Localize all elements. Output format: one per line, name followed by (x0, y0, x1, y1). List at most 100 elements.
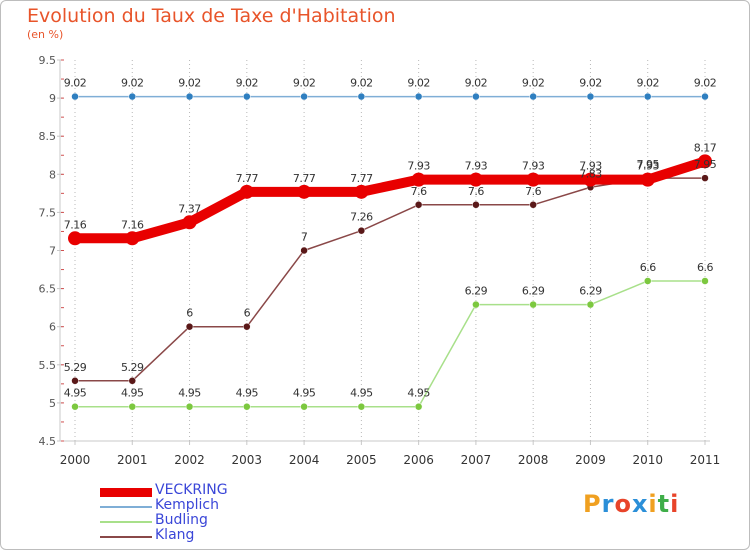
data-label-klang: 7.6 (411, 185, 427, 198)
data-label-klang: 7.95 (636, 158, 659, 171)
data-label-budling: 6.6 (697, 261, 713, 274)
x-tick-label: 2009 (575, 453, 606, 467)
data-label-klang: 6 (186, 307, 193, 320)
point-klang (357, 226, 366, 235)
data-label-budling: 4.95 (407, 387, 430, 400)
data-label-kemplich: 9.02 (694, 77, 717, 90)
data-label-kemplich: 9.02 (579, 77, 602, 90)
point-veckring (468, 172, 483, 187)
logo-letter: r (601, 490, 615, 518)
point-kemplich (472, 92, 480, 101)
data-label-budling: 6.29 (579, 285, 602, 298)
data-label-veckring: 7.16 (121, 218, 144, 231)
data-label-kemplich: 9.02 (636, 77, 659, 90)
data-label-budling: 6.6 (640, 261, 656, 274)
data-label-klang: 7.26 (350, 211, 373, 224)
point-budling (300, 402, 308, 411)
legend-item-klang: Klang (100, 527, 300, 545)
data-label-veckring: 7.93 (407, 160, 430, 173)
data-label-budling: 4.95 (121, 387, 144, 400)
legend-swatch (100, 506, 152, 508)
point-klang (472, 201, 480, 209)
logo-letter: i (648, 490, 658, 518)
grid (74, 60, 706, 441)
point-veckring (354, 184, 369, 199)
logo-letter: t (657, 490, 671, 518)
data-label-veckring: 8.17 (694, 141, 717, 154)
point-klang (243, 322, 251, 331)
proxiti-logo: Proxiti (583, 490, 679, 518)
data-label-kemplich: 9.02 (121, 77, 144, 90)
legend-swatch (100, 521, 152, 523)
y-tick-label: 7.5 (39, 206, 57, 219)
legend-label: Kemplich (155, 497, 219, 513)
data-label-veckring: 7.16 (64, 218, 87, 231)
data-label-budling: 4.95 (350, 387, 373, 400)
y-tick-label: 8 (49, 168, 56, 181)
data-label-kemplich: 9.02 (350, 77, 373, 90)
point-budling (185, 402, 194, 411)
legend-label: VECKRING (155, 482, 228, 498)
point-budling (643, 277, 652, 285)
point-veckring (297, 184, 312, 199)
y-tick-label: 4.5 (39, 435, 57, 448)
data-label-veckring: 7.93 (522, 160, 545, 173)
point-kemplich (701, 92, 709, 101)
y-tick-label: 5 (49, 397, 56, 410)
data-labels: 9.02 9.02 9.02 9.02 9.02 9.02 9.02 9.02 9.02 9.02… (64, 77, 717, 400)
data-label-kemplich: 9.02 (293, 77, 316, 90)
data-label-kemplich: 9.02 (465, 77, 488, 90)
series-line-klang (75, 177, 705, 382)
logo-letter: x (631, 490, 649, 518)
point-veckring (640, 172, 655, 187)
data-label-veckring: 7.77 (293, 172, 316, 185)
point-kemplich (243, 92, 251, 101)
x-tick-label: 2000 (60, 453, 91, 467)
series-line-budling (75, 280, 705, 408)
point-budling (414, 402, 423, 411)
point-veckring (526, 172, 541, 187)
point-kemplich (128, 92, 137, 101)
point-klang (414, 201, 423, 209)
point-klang (701, 174, 709, 182)
data-label-kemplich: 9.02 (178, 77, 201, 90)
point-kemplich (529, 92, 537, 101)
point-veckring (68, 231, 82, 246)
y-tick-label: 6.5 (39, 283, 57, 296)
x-tick-label: 2004 (289, 453, 320, 467)
y-tick-label: 8.5 (39, 130, 57, 143)
data-label-veckring: 7.93 (579, 160, 602, 173)
data-label-klang: 7.83 (579, 167, 602, 180)
axes: 4.5 5 5.5 6 6.5 7 7.5 8 8.5 9 9.5 2000 2001 2002 2003 2… (39, 54, 721, 467)
point-budling (243, 402, 251, 411)
x-tick-label: 2007 (461, 453, 492, 467)
data-label-budling: 4.95 (236, 387, 259, 400)
data-label-kemplich: 9.02 (64, 77, 87, 90)
data-label-veckring: 7.93 (465, 160, 488, 173)
point-kemplich (586, 92, 595, 101)
data-label-veckring: 7.37 (178, 202, 201, 215)
data-label-klang: 7 (301, 231, 308, 244)
point-veckring (239, 184, 254, 199)
point-kemplich (414, 92, 423, 101)
x-tick-label: 2008 (518, 453, 549, 467)
point-budling (128, 402, 137, 411)
y-tick-label: 5.5 (39, 359, 57, 372)
point-veckring (182, 215, 197, 230)
data-label-klang: 5.29 (121, 361, 144, 374)
point-kemplich (185, 92, 194, 101)
data-label-veckring: 7.77 (350, 172, 373, 185)
x-tick-label: 2003 (232, 453, 263, 467)
point-budling (472, 300, 480, 309)
point-veckring (125, 231, 140, 246)
legend-swatch (100, 487, 152, 497)
series-layer (68, 92, 712, 411)
data-label-budling: 6.29 (465, 285, 488, 298)
x-tick-label: 2002 (174, 453, 205, 467)
data-label-klang: 7.6 (525, 185, 541, 198)
point-klang (300, 246, 308, 255)
point-klang (529, 201, 537, 209)
point-klang (71, 377, 79, 385)
